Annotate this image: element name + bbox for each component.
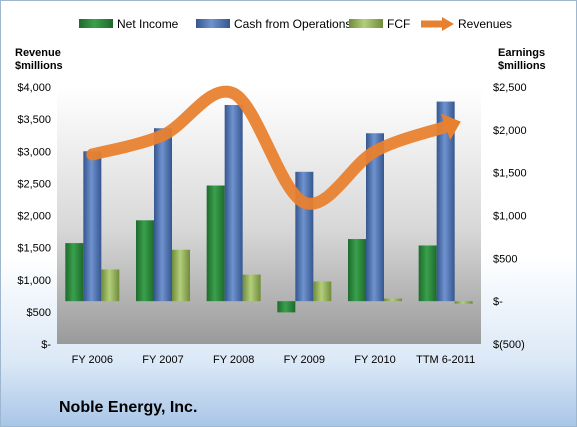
cash-from-operations-bar — [436, 101, 455, 302]
legend-swatch-fcf — [349, 19, 383, 28]
category-label: TTM 6-2011 — [416, 354, 475, 366]
left-tick-label: $4,000 — [17, 82, 51, 94]
net-income-bar — [348, 239, 366, 302]
left-tick-label: $2,000 — [17, 211, 51, 223]
legend-label-net-income: Net Income — [117, 17, 179, 31]
category-label: FY 2008 — [213, 354, 254, 366]
right-tick-label: $2,500 — [493, 82, 527, 94]
fcf-bar — [454, 301, 473, 304]
bars-layer — [65, 101, 473, 313]
legend-swatch-revenues-arrowhead — [442, 17, 454, 31]
left-axis-ticks: $- $500 $1,000 $1,500 $2,000 $2,500 $3,000 $3,5… — [17, 82, 51, 351]
net-income-bar — [136, 220, 154, 302]
left-tick-label: $1,000 — [17, 275, 51, 287]
right-tick-label: $1,000 — [493, 211, 527, 223]
right-axis-ticks: $(500) $- $500 $1,000 $1,500 $2,000 $2,500 — [493, 82, 527, 351]
category-label: FY 2009 — [284, 354, 325, 366]
cash-from-operations-bar — [154, 128, 172, 302]
category-label: FY 2006 — [72, 354, 113, 366]
right-axis-title-line1: Earnings — [498, 47, 545, 59]
net-income-bar — [206, 185, 225, 302]
left-tick-label: $3,500 — [17, 114, 51, 126]
plot-area — [57, 87, 481, 344]
company-name: Noble Energy, Inc. — [59, 399, 198, 416]
left-tick-label: $2,500 — [17, 178, 51, 190]
cash-from-operations-bar — [224, 104, 243, 302]
category-labels: FY 2006 FY 2007 FY 2008 FY 2009 FY 2010 TTM 6… — [72, 354, 476, 366]
category-label: FY 2007 — [142, 354, 183, 366]
left-axis-title-line2: $millions — [15, 60, 63, 72]
right-tick-label: $2,000 — [493, 125, 527, 137]
net-income-bar — [277, 301, 296, 313]
fcf-bar — [172, 249, 190, 302]
legend: Net Income Cash from Operations FCF Reve… — [79, 17, 512, 31]
cash-from-operations-bar — [366, 133, 384, 302]
legend-label-fcf: FCF — [387, 17, 410, 31]
legend-swatch-cash-from-operations — [196, 19, 230, 28]
right-tick-label: $1,500 — [493, 168, 527, 180]
left-tick-label: $3,000 — [17, 146, 51, 158]
revenues-arrowhead — [441, 113, 461, 141]
left-tick-label: $1,500 — [17, 243, 51, 255]
fcf-bar — [101, 269, 120, 302]
cash-from-operations-bar — [83, 151, 102, 302]
net-income-bar — [418, 245, 437, 302]
category-label: FY 2010 — [354, 354, 395, 366]
legend-label-revenues: Revenues — [458, 17, 512, 31]
right-tick-label: $- — [493, 296, 503, 308]
right-tick-label: $(500) — [493, 339, 525, 351]
fcf-bar — [242, 274, 261, 302]
fcf-bar — [384, 298, 402, 302]
left-tick-label: $- — [41, 339, 51, 351]
right-axis-title-line2: $millions — [498, 60, 546, 72]
left-axis-title-line1: Revenue — [15, 47, 61, 59]
left-tick-label: $500 — [27, 307, 51, 319]
right-tick-label: $500 — [493, 253, 517, 265]
revenues-line — [86, 85, 452, 210]
fcf-bar — [313, 281, 332, 302]
legend-swatch-net-income — [79, 19, 113, 28]
revenues-line-layer — [86, 85, 461, 210]
net-income-bar — [65, 243, 84, 302]
legend-label-cash-from-operations: Cash from Operations — [234, 17, 351, 31]
